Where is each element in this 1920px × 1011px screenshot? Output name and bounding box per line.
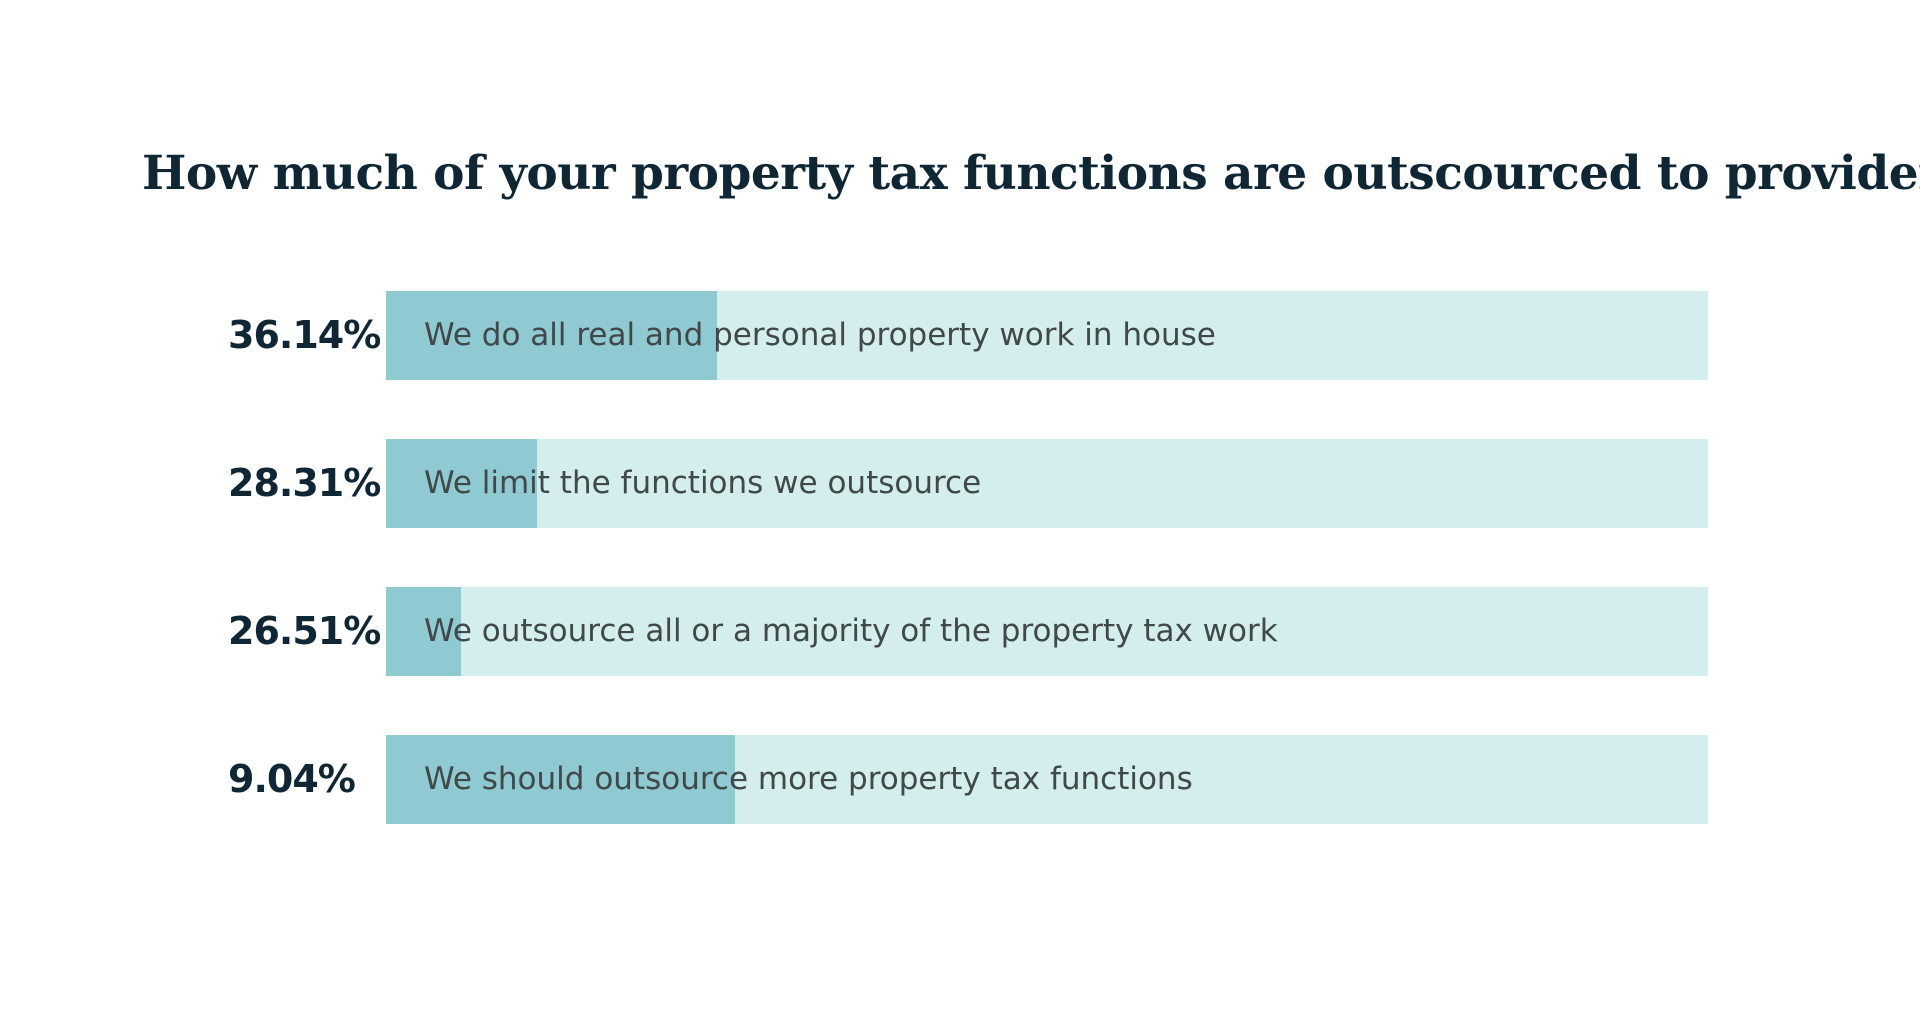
bar-track: We should outsource more property tax fu… xyxy=(386,735,1708,824)
bar xyxy=(386,735,735,824)
bar-row: 26.51% We outsource all or a majority of… xyxy=(0,587,1920,676)
bar xyxy=(386,291,717,380)
bar-category-label: We do all real and personal property wor… xyxy=(424,317,1216,353)
bar-track: We do all real and personal property wor… xyxy=(386,291,1708,380)
bar-row: 36.14% We do all real and personal prope… xyxy=(0,291,1920,380)
bar-category-label: We limit the functions we outsource xyxy=(424,465,982,501)
bar-value-label: 9.04% xyxy=(228,757,356,801)
bar xyxy=(386,439,537,528)
bar-value-label: 26.51% xyxy=(228,609,381,653)
bar-category-label: We should outsource more property tax fu… xyxy=(424,761,1193,797)
bar-row: 28.31% We limit the functions we outsour… xyxy=(0,439,1920,528)
bar-track: We outsource all or a majority of the pr… xyxy=(386,587,1708,676)
bar-category-label: We outsource all or a majority of the pr… xyxy=(424,613,1278,649)
bar xyxy=(386,587,461,676)
chart-title: How much of your property tax functions … xyxy=(142,146,1920,201)
bar-row: 9.04% We should outsource more property … xyxy=(0,735,1920,824)
bar-track: We limit the functions we outsource xyxy=(386,439,1708,528)
bar-value-label: 28.31% xyxy=(228,461,381,505)
bar-value-label: 36.14% xyxy=(228,313,381,357)
